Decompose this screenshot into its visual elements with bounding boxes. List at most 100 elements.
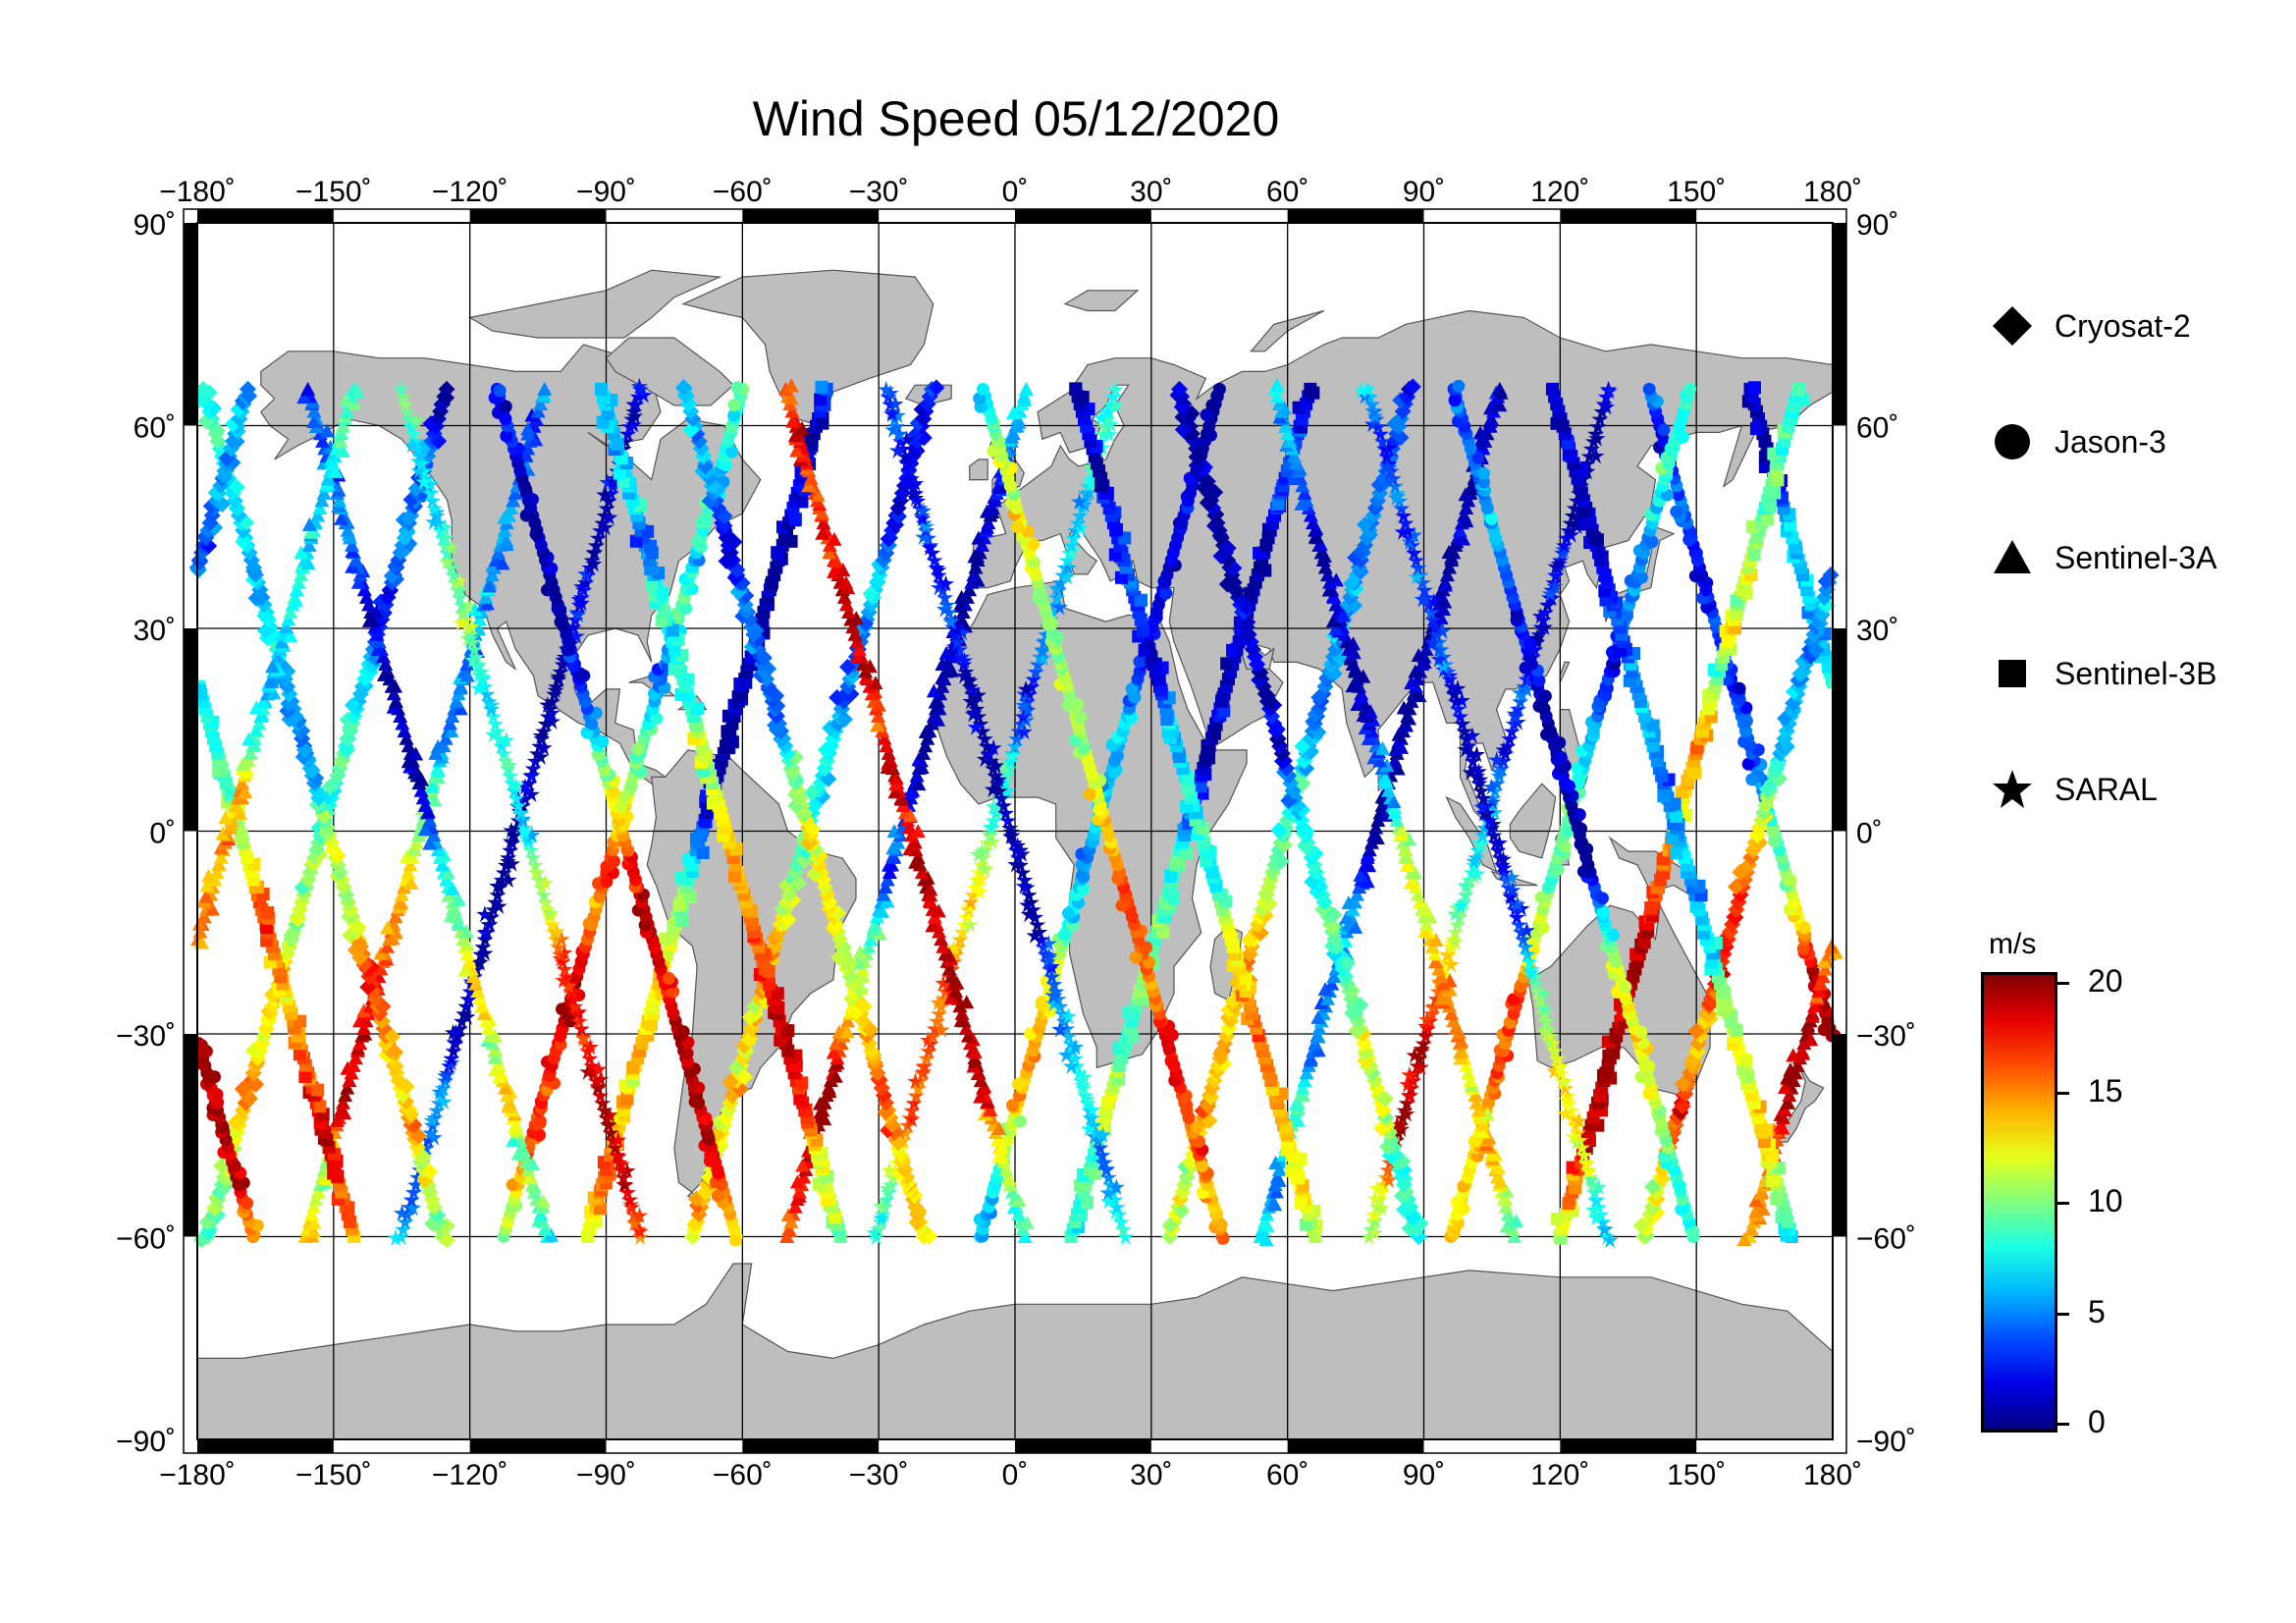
- data-point: [1041, 947, 1058, 964]
- data-point: [1057, 1046, 1075, 1063]
- landmass-new-zealand: [1772, 1060, 1825, 1143]
- data-point: [1067, 1038, 1085, 1055]
- data-point: [403, 875, 419, 890]
- data-point: [1009, 837, 1027, 854]
- data-point: [958, 908, 976, 926]
- data-point: [909, 768, 925, 783]
- data-point: [596, 485, 614, 503]
- data-point: [938, 975, 956, 993]
- data-point: [1002, 828, 1020, 845]
- data-point: [340, 1080, 355, 1095]
- data-point: [699, 749, 713, 763]
- data-point: [998, 782, 1016, 799]
- data-point: [440, 865, 455, 880]
- data-point: [216, 1120, 230, 1134]
- data-point: [1045, 995, 1063, 1012]
- data-point: [452, 581, 469, 599]
- data-point: [930, 561, 947, 578]
- data-point: [762, 964, 775, 978]
- data-point: [472, 946, 490, 963]
- data-point: [503, 821, 520, 839]
- data-point: [417, 797, 433, 812]
- data-point: [596, 734, 610, 748]
- data-point: [1271, 497, 1285, 511]
- data-point: [315, 433, 331, 448]
- data-point: [951, 640, 969, 658]
- data-point: [879, 1179, 896, 1197]
- data-point: [871, 708, 886, 723]
- data-point: [399, 403, 416, 420]
- data-point: [430, 739, 446, 754]
- data-point: [601, 1106, 618, 1123]
- data-point: [351, 1013, 367, 1028]
- data-point: [835, 563, 851, 577]
- data-point: [516, 789, 534, 807]
- data-point: [356, 1020, 372, 1035]
- data-point: [345, 537, 360, 552]
- data-point: [918, 725, 934, 739]
- data-point: [953, 623, 971, 641]
- data-point: [502, 841, 519, 859]
- data-point: [476, 905, 494, 923]
- data-point: [459, 656, 475, 671]
- data-point: [730, 381, 744, 395]
- data-point: [780, 1208, 796, 1222]
- data-point: [567, 626, 585, 644]
- data-point: [520, 421, 536, 436]
- data-point: [1670, 505, 1683, 518]
- data-point: [727, 408, 741, 422]
- data-point: [200, 384, 218, 402]
- data-point: [570, 1012, 588, 1030]
- data-point: [500, 756, 517, 774]
- data-point: [656, 586, 669, 600]
- data-point: [511, 804, 529, 822]
- data-point: [728, 1233, 742, 1247]
- data-point: [1001, 1171, 1017, 1186]
- data-point: [892, 432, 910, 450]
- data-point: [194, 1039, 208, 1053]
- data-point: [335, 1095, 350, 1109]
- data-point: [866, 920, 881, 935]
- data-point: [1114, 1220, 1132, 1238]
- data-point: [1216, 691, 1230, 705]
- data-point: [399, 1206, 416, 1223]
- data-point: [631, 1207, 649, 1224]
- data-point: [884, 420, 902, 438]
- data-point: [972, 715, 989, 732]
- data-point: [394, 887, 409, 901]
- data-point: [356, 1002, 372, 1017]
- data-point: [542, 1069, 556, 1083]
- data-point: [970, 1066, 986, 1081]
- data-point: [551, 602, 564, 616]
- data-point: [881, 755, 896, 770]
- data-point: [1079, 1090, 1096, 1108]
- data-point: [727, 869, 741, 883]
- data-point: [1036, 632, 1053, 650]
- data-point: [487, 715, 505, 732]
- data-point: [921, 538, 938, 556]
- data-point: [455, 1004, 473, 1022]
- data-point: [306, 404, 322, 418]
- data-point: [1642, 382, 1656, 396]
- data-point: [577, 565, 595, 582]
- data-point: [616, 432, 634, 450]
- data-point: [415, 472, 433, 490]
- data-point: [964, 680, 982, 698]
- data-point: [443, 716, 458, 730]
- data-point: [415, 790, 431, 805]
- data-point: [971, 530, 987, 545]
- data-point: [1116, 1228, 1134, 1245]
- data-point: [871, 697, 886, 712]
- data-point: [887, 784, 903, 799]
- data-point: [553, 930, 570, 947]
- data-point: [1047, 588, 1065, 606]
- data-point: [1180, 1098, 1194, 1111]
- data-point: [1099, 1168, 1117, 1186]
- data-point: [1096, 417, 1114, 435]
- data-point: [458, 1007, 476, 1025]
- data-point: [327, 1166, 341, 1180]
- data-point: [438, 544, 455, 562]
- data-point: [1745, 773, 1759, 786]
- data-point: [799, 456, 815, 470]
- data-point: [903, 784, 919, 799]
